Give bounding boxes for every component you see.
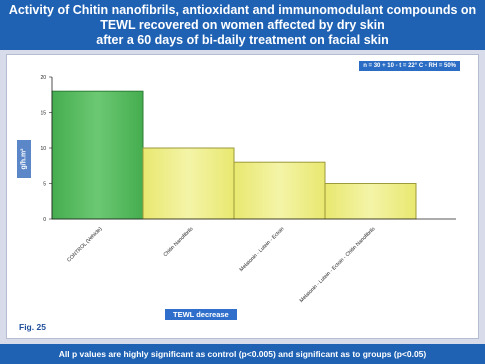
category-label-3: Melatonin - Lutein - Ectoin xyxy=(239,226,286,273)
title-line-3: after a 60 days of bi-daily treatment on… xyxy=(96,33,389,47)
bar-2 xyxy=(142,147,235,220)
category-label-2: Chitin Nanofibrils xyxy=(162,226,194,258)
y-tick-label: 10 xyxy=(40,146,46,152)
x-axis-label: TEWL decrease xyxy=(165,309,237,320)
y-axis-label-box: g/h.m² xyxy=(17,140,31,178)
category-label-4: Melatonin - Lutein - Ectoin - Chitin Nan… xyxy=(299,226,377,304)
y-tick-label: 5 xyxy=(43,182,46,188)
bar-chart: 0 5 10 15 20 CONTROL (Vehicle) Chitin Nanofibr… xyxy=(40,75,456,304)
y-tick-label: 0 xyxy=(43,217,46,223)
bar-1 xyxy=(51,90,144,220)
title-banner: Activity of Chitin nanofibrils, antioxid… xyxy=(0,0,485,50)
y-tick-label: 20 xyxy=(40,75,46,81)
category-label-1: CONTROL (Vehicle) xyxy=(66,226,104,264)
bar-4 xyxy=(324,183,417,220)
title-line-1: Activity of Chitin nanofibrils, antioxid… xyxy=(8,3,477,17)
title-line-2: TEWL recovered on women affected by dry … xyxy=(100,18,385,32)
conditions-badge: n = 30 + 10 - t = 22° C - RH = 50% xyxy=(359,61,460,71)
chart-panel: 0 5 10 15 20 CONTROL (Vehicle) Chitin Nanofibr… xyxy=(6,54,479,339)
bar-3 xyxy=(233,161,326,220)
y-axis-label: g/h.m² xyxy=(20,148,28,170)
footer-banner: All p values are highly significant as c… xyxy=(0,344,485,364)
y-tick-label: 15 xyxy=(40,111,46,117)
figure-label: Fig. 25 xyxy=(19,322,46,332)
